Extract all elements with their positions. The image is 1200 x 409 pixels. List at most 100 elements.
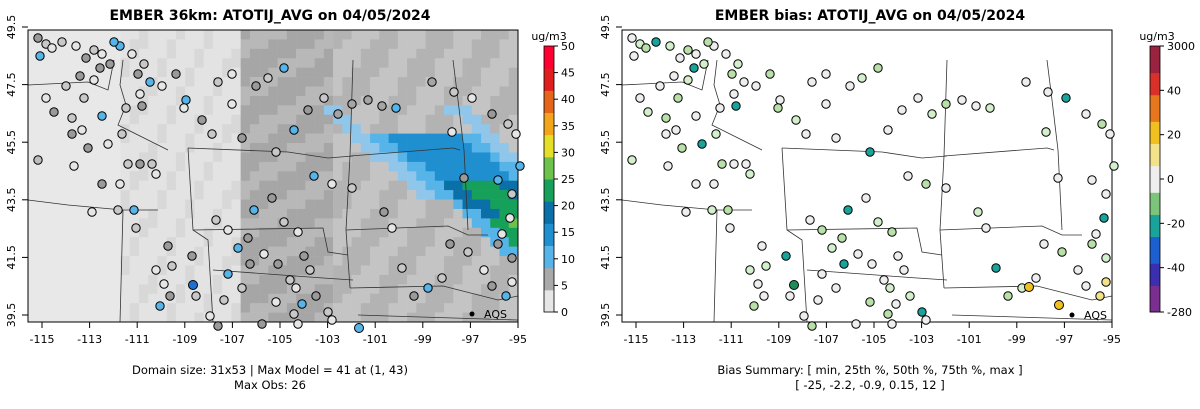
left-x-tick-label: -109 xyxy=(172,333,197,346)
model-grid-cell xyxy=(37,143,47,153)
left-colorbar-segment xyxy=(544,258,554,264)
model-grid-cell xyxy=(499,114,510,125)
model-grid-cell xyxy=(508,312,519,323)
model-grid-cell xyxy=(370,237,380,247)
model-grid-cell xyxy=(333,293,343,304)
model-grid-cell xyxy=(37,86,47,97)
right-colorbar-segment xyxy=(1150,90,1160,96)
model-grid-cell xyxy=(388,161,399,172)
right-site-marker xyxy=(757,241,767,251)
model-grid-cell xyxy=(342,227,352,238)
left-colorbar-segment xyxy=(544,54,554,60)
model-grid-cell xyxy=(351,208,362,219)
model-grid-cell xyxy=(314,30,325,40)
model-grid-cell xyxy=(194,161,204,172)
right-colorbar-segment xyxy=(1150,294,1160,300)
right-colorbar-tick-label: -40 xyxy=(1167,262,1185,275)
model-grid-cell xyxy=(277,77,288,87)
right-site-marker xyxy=(861,193,871,203)
model-grid-cell xyxy=(508,171,519,182)
model-grid-cell xyxy=(351,30,362,40)
right-y-tick-label: 45.5 xyxy=(599,130,612,155)
model-grid-cell xyxy=(360,180,371,191)
model-grid-cell xyxy=(268,86,278,97)
left-site-marker xyxy=(377,101,387,111)
model-grid-cell xyxy=(101,218,112,229)
model-grid-cell xyxy=(286,30,297,40)
model-grid-cell xyxy=(111,95,121,106)
left-site-marker xyxy=(449,87,459,97)
model-grid-cell xyxy=(388,143,399,153)
model-grid-cell xyxy=(481,95,491,106)
model-grid-cell xyxy=(212,227,223,238)
model-grid-cell xyxy=(286,152,297,163)
model-grid-cell xyxy=(296,312,306,323)
right-border-line xyxy=(711,59,763,151)
model-grid-cell xyxy=(194,30,204,40)
model-grid-cell xyxy=(314,161,325,172)
model-grid-cell xyxy=(74,143,84,153)
left-site-marker xyxy=(503,119,513,129)
model-grid-cell xyxy=(222,180,232,191)
left-x-tick-label: -107 xyxy=(220,333,245,346)
model-grid-cell xyxy=(305,199,315,210)
model-grid-cell xyxy=(64,190,75,200)
model-grid-cell xyxy=(360,67,371,78)
model-grid-cell xyxy=(444,265,454,276)
model-grid-cell xyxy=(425,105,436,116)
model-grid-cell xyxy=(296,152,306,163)
right-site-marker xyxy=(1057,247,1067,257)
model-grid-cell xyxy=(111,133,121,144)
model-grid-cell xyxy=(305,114,315,125)
right-border-line xyxy=(781,147,808,323)
model-grid-cell xyxy=(342,161,352,172)
left-site-marker xyxy=(187,251,197,261)
left-site-marker xyxy=(319,93,329,103)
model-grid-cell xyxy=(268,199,278,210)
model-grid-cell xyxy=(175,95,186,106)
model-grid-cell xyxy=(268,124,278,134)
model-grid-cell xyxy=(462,133,473,144)
left-x-tick-label: -101 xyxy=(363,333,388,346)
model-grid-cell xyxy=(55,152,66,163)
model-grid-cell xyxy=(138,180,149,191)
model-grid-cell xyxy=(101,303,112,313)
right-site-marker xyxy=(857,73,867,83)
model-grid-cell xyxy=(388,208,399,219)
model-grid-cell xyxy=(259,256,269,266)
left-caption-line2: Max Obs: 26 xyxy=(234,378,306,392)
model-grid-cell xyxy=(37,303,47,313)
model-grid-cell xyxy=(508,237,519,247)
model-grid-cell xyxy=(222,152,232,163)
model-grid-cell xyxy=(240,171,251,182)
right-y-axis: 39.541.543.545.547.549.5 xyxy=(599,15,622,327)
model-grid-cell xyxy=(259,95,269,106)
model-grid-cell xyxy=(342,143,352,153)
right-colorbar-segment xyxy=(1150,170,1160,176)
model-grid-cell xyxy=(249,180,260,191)
model-grid-cell xyxy=(286,190,297,200)
model-grid-cell xyxy=(240,30,251,40)
model-grid-cell xyxy=(296,133,306,144)
right-x-tick-label: -99 xyxy=(1008,333,1026,346)
model-grid-cell xyxy=(471,274,482,285)
right-colorbar-segment xyxy=(1150,214,1160,220)
right-colorbar-segment xyxy=(1150,59,1160,65)
model-grid-cell xyxy=(185,105,195,116)
model-grid-cell xyxy=(453,67,463,78)
left-colorbar-segment xyxy=(544,232,554,238)
model-grid-cell xyxy=(55,30,66,40)
model-grid-cell xyxy=(212,133,223,144)
model-grid-cell xyxy=(249,256,260,266)
right-site-marker xyxy=(1073,265,1083,275)
model-grid-cell xyxy=(490,30,500,40)
model-grid-cell xyxy=(471,161,482,172)
model-grid-cell xyxy=(120,227,130,238)
model-grid-cell xyxy=(55,237,66,247)
model-grid-cell xyxy=(101,77,112,87)
model-grid-cell xyxy=(55,95,66,106)
right-x-tick-label: -101 xyxy=(957,333,982,346)
model-grid-cell xyxy=(305,303,315,313)
right-colorbar-segment xyxy=(1150,81,1160,87)
